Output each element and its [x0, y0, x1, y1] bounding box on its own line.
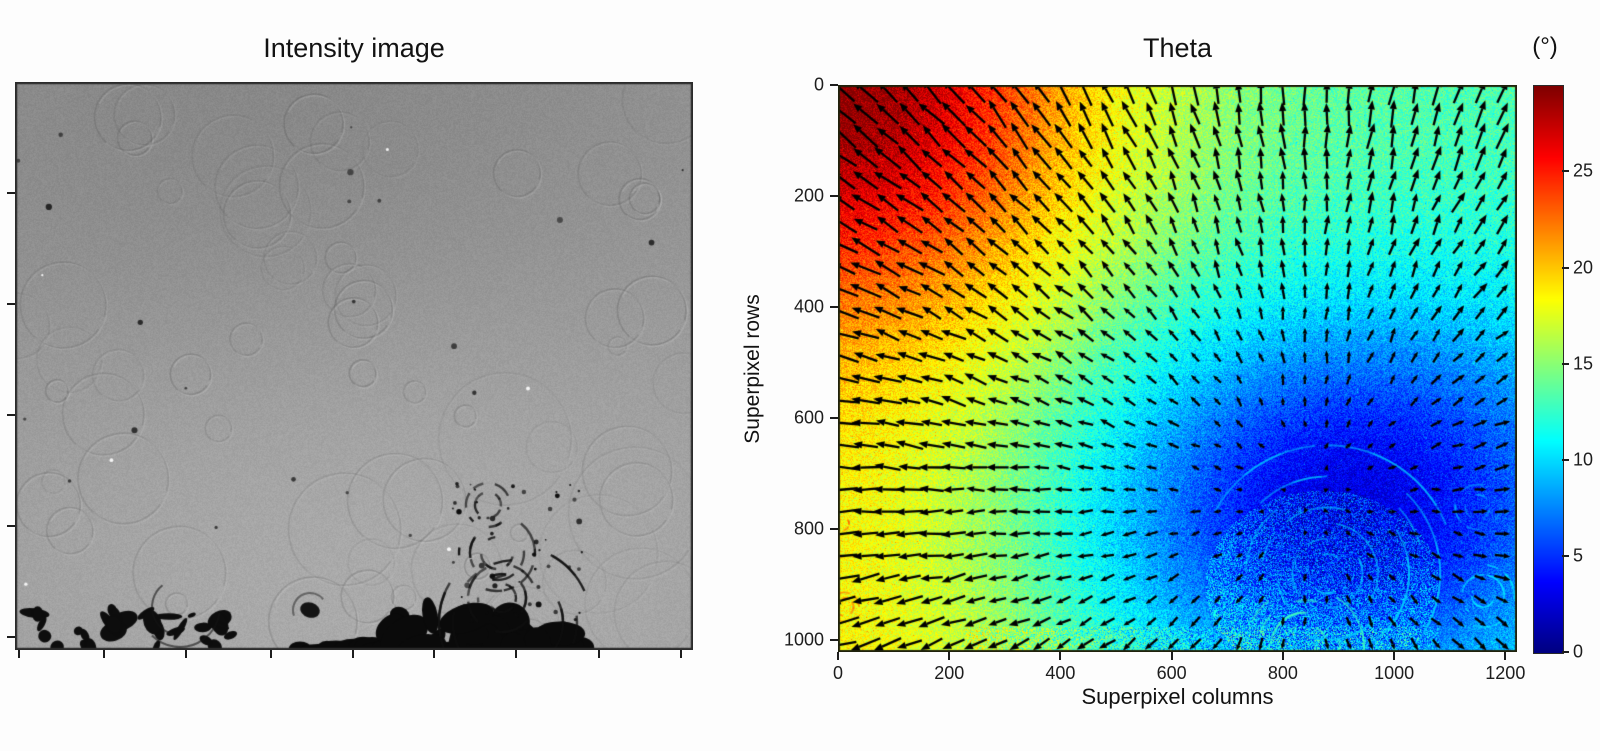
colorbar-tick-label: 0 — [1573, 641, 1584, 662]
left-image-y-tick — [7, 636, 15, 638]
x-tick-mark — [1504, 652, 1507, 660]
left-image-x-tick — [515, 650, 517, 658]
colorbar-tick-mark — [1562, 362, 1569, 365]
x-axis-label: Superpixel columns — [1081, 684, 1274, 709]
colorbar-tick-mark — [1562, 266, 1569, 269]
x-tick-mark — [1059, 652, 1062, 660]
x-tick-label: 0 — [832, 663, 844, 683]
colorbar-tick-label: 15 — [1573, 353, 1594, 374]
left-image-x-tick — [680, 650, 682, 658]
y-tick-mark — [830, 528, 838, 531]
y-tick-label: 600 — [793, 407, 824, 428]
y-tick-mark — [830, 306, 838, 309]
left-image-y-tick — [7, 303, 15, 305]
left-image-x-tick — [185, 650, 187, 658]
left-image-y-tick — [7, 525, 15, 527]
x-tick-label: 600 — [1156, 663, 1187, 683]
intensity-image-canvas — [15, 82, 693, 650]
theta-heatmap-canvas — [838, 85, 1517, 652]
right-plot-title: Theta — [1142, 33, 1213, 63]
colorbar-tick-label: 5 — [1573, 545, 1584, 566]
left-image-x-tick — [352, 650, 354, 658]
x-tick-label: 800 — [1267, 663, 1298, 683]
y-tick-label: 400 — [793, 296, 824, 317]
y-tick-mark — [830, 417, 838, 420]
left-image-x-tick — [270, 650, 272, 658]
y-tick-label: 0 — [813, 74, 824, 95]
y-axis-label: Superpixel rows — [741, 293, 764, 444]
colorbar-unit-label: (°) — [1532, 33, 1558, 60]
colorbar-tick-label: 10 — [1573, 449, 1594, 470]
colorbar-tick-mark — [1562, 554, 1569, 557]
left-image-x-tick — [598, 650, 600, 658]
colorbar-tick-mark — [1562, 458, 1569, 461]
y-tick-label: 200 — [793, 185, 824, 206]
left-image-y-tick — [7, 414, 15, 416]
colorbar-tick-label: 25 — [1573, 160, 1594, 181]
x-tick-label: 1200 — [1485, 663, 1526, 683]
colorbar-tick-mark — [1562, 170, 1569, 173]
x-tick-mark — [1170, 652, 1173, 660]
x-tick-label: 200 — [934, 663, 965, 683]
colorbar-tick-mark — [1562, 651, 1569, 653]
left-image-y-tick — [7, 192, 15, 194]
x-tick-label: 1000 — [1374, 663, 1415, 683]
colorbar-tick-label: 20 — [1573, 257, 1594, 278]
left-image-x-tick — [103, 650, 105, 658]
left-plot-title: Intensity image — [263, 33, 445, 63]
y-tick-mark — [830, 84, 838, 86]
x-tick-mark — [1281, 652, 1284, 660]
x-tick-label: 400 — [1045, 663, 1076, 683]
x-tick-mark — [1393, 652, 1396, 660]
left-image-x-tick — [433, 650, 435, 658]
y-tick-mark — [830, 639, 838, 642]
x-tick-mark — [837, 652, 839, 660]
y-tick-label: 1000 — [783, 629, 824, 650]
left-image-x-tick — [18, 650, 20, 658]
colorbar — [1533, 85, 1564, 654]
y-tick-label: 800 — [793, 518, 824, 539]
y-tick-mark — [830, 195, 838, 198]
x-tick-mark — [948, 652, 951, 660]
